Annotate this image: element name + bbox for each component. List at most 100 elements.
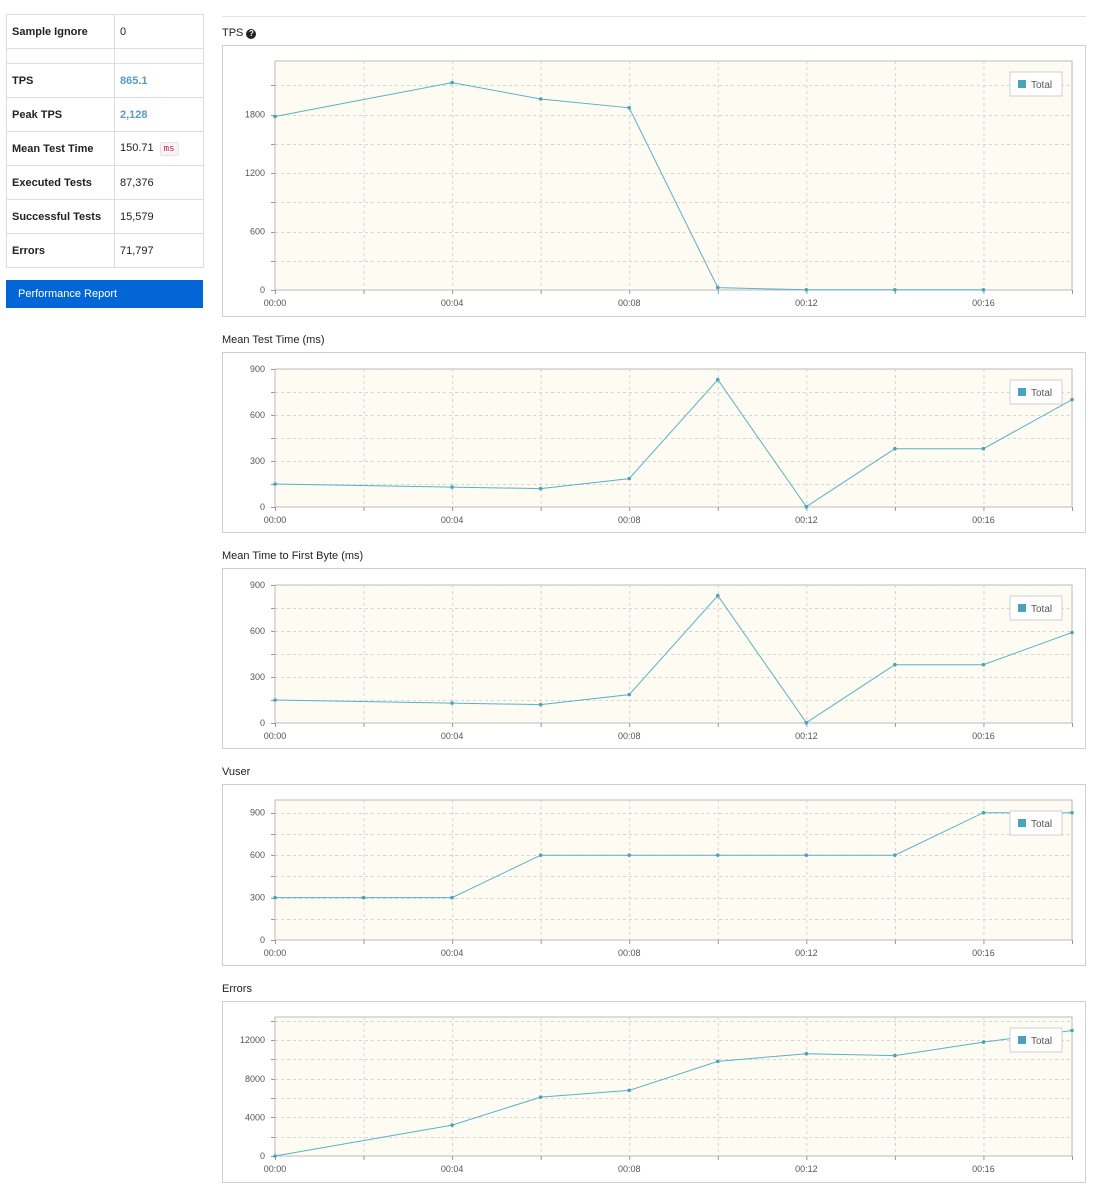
mean-test-time-chart-title: Mean Test Time (ms) — [222, 334, 325, 346]
y-tick-label: 600 — [250, 410, 265, 420]
y-tick-label: 12000 — [240, 1035, 265, 1045]
data-point — [361, 895, 366, 900]
legend-swatch — [1018, 388, 1026, 396]
plot-area — [274, 799, 1073, 941]
errors-chart-svg: 0 4000 8000 12000 00:00 00:04 00:08 00:12 00:16 T… — [240, 1016, 1074, 1174]
summary-row-successful-tests: Successful Tests 15,579 — [6, 199, 204, 234]
data-point — [273, 895, 277, 900]
tps-chart: 0 600 1200 1800 00:00 00:04 00:08 00:12 00:16 Tot… — [222, 45, 1086, 317]
data-point — [981, 810, 986, 815]
data-point — [1070, 397, 1074, 402]
data-point — [538, 1095, 543, 1099]
summary-value: 2,128 — [114, 97, 204, 132]
data-point — [893, 1053, 897, 1058]
y-tick-label: 0 — [260, 502, 265, 512]
x-tick-label: 00:12 — [795, 1164, 818, 1174]
y-tick-label: 0 — [260, 718, 265, 728]
data-point — [627, 105, 632, 110]
summary-label: Sample Ignore — [6, 14, 115, 49]
legend-label: Total — [1031, 80, 1052, 91]
summary-label: Executed Tests — [6, 165, 115, 200]
vuser-chart: 0 300 600 900 00:00 00:04 00:08 00:12 00:16 Total — [222, 784, 1086, 966]
chart-title-text: TPS — [222, 27, 244, 39]
legend-label: Total — [1031, 1036, 1052, 1047]
x-tick-label: 00:12 — [795, 298, 818, 308]
y-tick-label: 900 — [250, 580, 265, 590]
summary-table: Sample Ignore 0 TPS 865.1 Peak TPS 2,128… — [6, 14, 204, 268]
question-circle-icon[interactable]: ? — [246, 29, 257, 39]
summary-row-sample-ignore: Sample Ignore 0 — [6, 14, 204, 49]
x-tick-label: 00:08 — [618, 948, 641, 958]
mean-ttfb-chart-svg: 0 300 600 900 00:00 00:04 00:08 00:12 00:16 Total — [250, 580, 1074, 741]
data-point — [715, 853, 720, 857]
data-point — [273, 114, 277, 119]
legend[interactable]: Total — [1009, 810, 1063, 836]
summary-value: 15,579 — [114, 199, 204, 234]
summary-row-mean-test-time: Mean Test Time 150.71 ms — [6, 131, 204, 166]
legend[interactable]: Total — [1009, 595, 1063, 621]
y-tick-label: 0 — [260, 935, 265, 945]
legend[interactable]: Total — [1009, 1027, 1063, 1053]
summary-row-tps: TPS 865.1 — [6, 63, 204, 98]
data-point — [450, 895, 454, 900]
summary-label: Peak TPS — [6, 97, 115, 132]
data-point — [804, 1051, 809, 1056]
data-point — [893, 853, 897, 857]
data-point — [981, 446, 986, 451]
data-point — [981, 662, 986, 667]
summary-label: TPS — [6, 63, 115, 98]
x-tick-label: 00:12 — [795, 731, 818, 741]
x-tick-label: 00:16 — [972, 298, 995, 308]
errors-chart-title: Errors — [222, 983, 252, 995]
y-tick-label: 4000 — [245, 1112, 265, 1122]
series-line — [275, 812, 1072, 899]
x-tick-label: 00:04 — [441, 515, 464, 525]
legend[interactable]: Total — [1009, 71, 1063, 97]
x-tick-label: 00:04 — [441, 1164, 464, 1174]
data-point — [804, 853, 809, 857]
x-tick-label: 00:16 — [972, 1164, 995, 1174]
vuser-chart-svg: 0 300 600 900 00:00 00:04 00:08 00:12 00:16 Total — [250, 799, 1074, 958]
x-tick-label: 00:08 — [618, 1164, 641, 1174]
summary-value: 150.71 — [120, 141, 154, 154]
summary-label: Mean Test Time — [6, 131, 115, 166]
x-tick-label: 00:08 — [618, 731, 641, 741]
y-tick-label: 900 — [250, 364, 265, 374]
legend-label: Total — [1031, 388, 1052, 399]
data-point — [715, 377, 720, 382]
data-point — [538, 853, 543, 857]
data-point — [715, 1059, 720, 1064]
data-point — [893, 662, 897, 667]
mean-test-time-chart: 0 300 600 900 00:00 00:04 00:08 00:12 00:16 Total — [222, 352, 1086, 533]
mean-test-time-chart-svg: 0 300 600 900 00:00 00:04 00:08 00:12 00:16 Total — [250, 364, 1074, 525]
y-tick-label: 300 — [250, 672, 265, 682]
vuser-chart-title: Vuser — [222, 766, 251, 778]
data-point — [273, 482, 277, 486]
summary-row-errors: Errors 71,797 — [6, 233, 204, 268]
summary-value-cell: 150.71 ms — [114, 131, 204, 166]
x-tick-label: 00:08 — [618, 515, 641, 525]
data-point — [538, 97, 543, 101]
y-tick-label: 0 — [260, 1151, 265, 1161]
x-tick-label: 00:00 — [264, 731, 287, 741]
summary-spacer — [6, 48, 204, 64]
y-tick-label: 300 — [250, 893, 265, 903]
y-tick-label: 0 — [260, 285, 265, 295]
errors-chart: 0 4000 8000 12000 00:00 00:04 00:08 00:12 00:16 T… — [222, 1001, 1086, 1183]
y-tick-label: 1800 — [245, 110, 265, 120]
summary-label: Errors — [6, 233, 115, 268]
x-tick-label: 00:00 — [264, 298, 287, 308]
performance-report-button[interactable]: Performance Report — [6, 280, 203, 308]
data-point — [627, 1088, 632, 1093]
x-tick-label: 00:16 — [972, 948, 995, 958]
data-point — [450, 80, 454, 85]
plot-area — [274, 60, 1073, 291]
x-tick-label: 00:00 — [264, 1164, 287, 1174]
data-point — [893, 288, 897, 292]
y-tick-label: 1200 — [245, 168, 265, 178]
x-tick-label: 00:16 — [972, 731, 995, 741]
legend[interactable]: Total — [1009, 379, 1063, 405]
data-point — [715, 593, 720, 598]
mean-ttfb-chart: 0 300 600 900 00:00 00:04 00:08 00:12 00:16 Total — [222, 568, 1086, 749]
data-point — [450, 485, 454, 489]
